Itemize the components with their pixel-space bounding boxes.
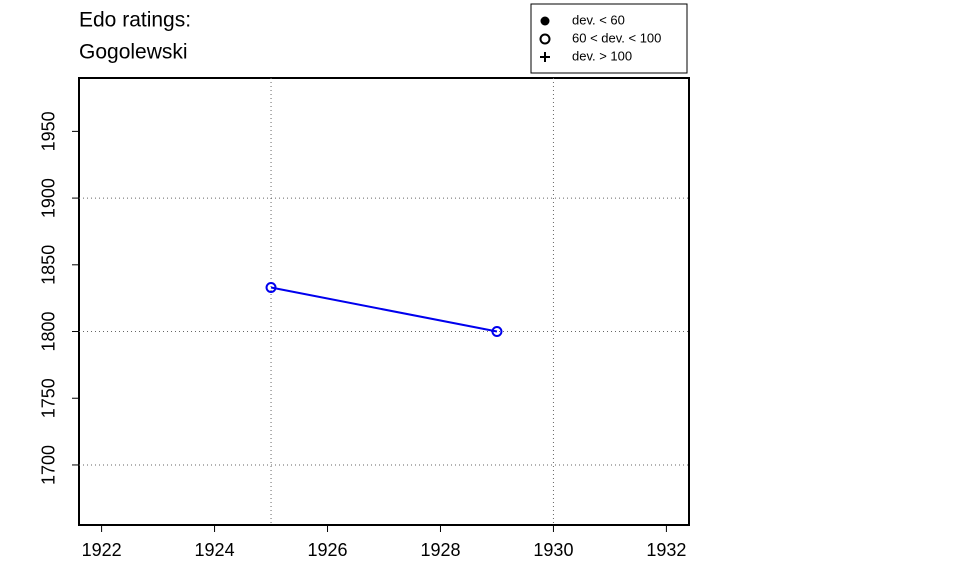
y-tick-label: 1750 bbox=[39, 378, 59, 418]
x-tick-label: 1926 bbox=[307, 540, 347, 560]
legend-box bbox=[530, 3, 688, 74]
legend-label: dev. < 60 bbox=[572, 12, 625, 27]
y-tick-label: 1900 bbox=[39, 178, 59, 218]
legend-marker bbox=[540, 52, 550, 62]
point bbox=[265, 281, 277, 293]
point bbox=[491, 326, 503, 338]
x-tick-label: 1928 bbox=[420, 540, 460, 560]
chart-title: Gogolewski bbox=[79, 41, 188, 64]
y-tick-label: 1850 bbox=[39, 245, 59, 285]
legend-label: 60 < dev. < 100 bbox=[572, 30, 661, 45]
chart-title: Edo ratings: bbox=[79, 9, 191, 32]
y-tick-label: 1950 bbox=[39, 111, 59, 151]
plot-frame bbox=[78, 77, 690, 526]
x-tick-label: 1930 bbox=[533, 540, 573, 560]
legend-label: dev. > 100 bbox=[572, 48, 632, 63]
y-tick-label: 1700 bbox=[39, 445, 59, 485]
x-tick-label: 1922 bbox=[82, 540, 122, 560]
x-tick-label: 1932 bbox=[646, 540, 686, 560]
series-line bbox=[270, 286, 498, 333]
y-tick-label: 1800 bbox=[39, 311, 59, 351]
legend-marker bbox=[540, 16, 550, 26]
x-tick-label: 1924 bbox=[195, 540, 235, 560]
legend-marker bbox=[539, 33, 551, 45]
